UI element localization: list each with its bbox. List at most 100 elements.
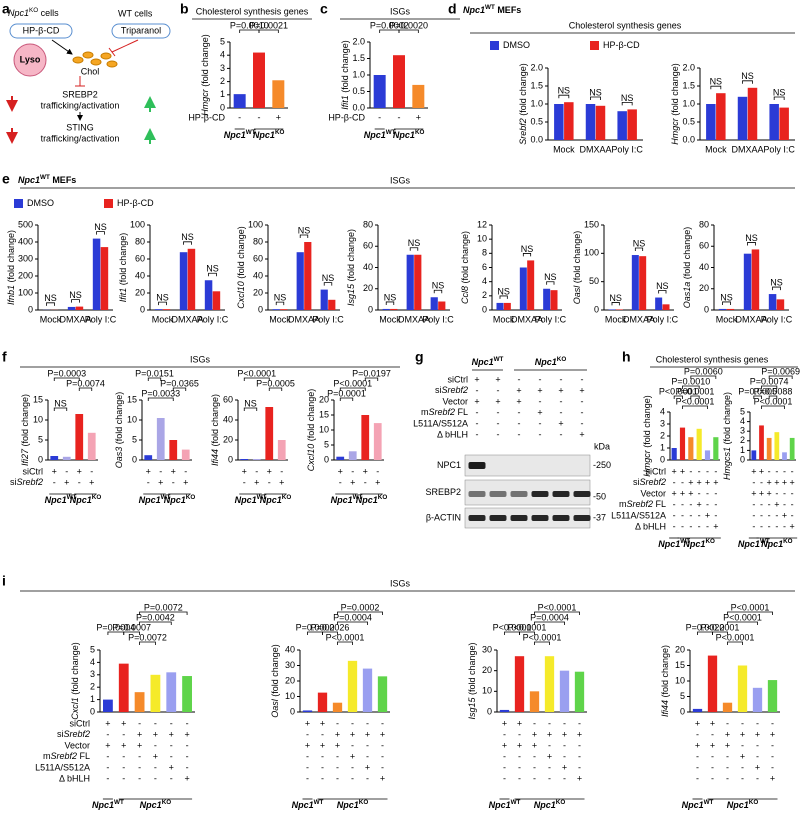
condition-mark: - (53, 477, 56, 487)
y-axis-label-part: (fold change) (346, 229, 356, 284)
bar (627, 109, 637, 140)
condition-mark: + (782, 477, 787, 487)
condition-mark: - (497, 385, 500, 395)
group-label-part: WT (257, 494, 267, 501)
condition-mark: - (186, 762, 189, 772)
condition-mark: - (775, 521, 778, 531)
condition-mark: + (695, 718, 700, 728)
group-label-part: Npc1 (534, 800, 556, 810)
y-tick-label: 60 (363, 241, 373, 251)
condition-mark: + (375, 477, 380, 487)
y-tick-label: 5 (90, 644, 95, 654)
comparison-bracket (722, 301, 731, 305)
condition-mark: - (726, 762, 729, 772)
category-label: DMXAA (288, 314, 320, 324)
bar (776, 299, 785, 310)
y-tick-label: 4 (220, 50, 225, 60)
y-axis-label-part: Ifi44 (210, 449, 220, 466)
condition-mark: + (320, 718, 325, 728)
category-label: DMXAA (623, 314, 655, 324)
y-tick-label: 2 (482, 290, 487, 300)
condition-mark: - (170, 740, 173, 750)
condition-mark: + (242, 466, 247, 476)
condition-mark: + (365, 729, 370, 739)
condition-name: mSrebf2 FL (619, 499, 666, 509)
condition-mark: + (740, 729, 745, 739)
y-tick-label: 1 (660, 442, 665, 452)
y-tick-label: 40 (253, 270, 263, 280)
annotation: NS (54, 398, 67, 408)
condition-name: siSrebf2 (10, 477, 43, 487)
condition-mark: - (170, 773, 173, 783)
condition-mark: + (751, 466, 756, 476)
panel-subtitle-part: MEFs (495, 5, 522, 15)
category-label: Mock (40, 314, 62, 324)
y-axis-label: Ifi27 (fold change) (20, 394, 30, 466)
bar (414, 254, 422, 310)
group-label-part: Npc1 (70, 495, 92, 505)
condition-mark: - (560, 407, 563, 417)
condition-name: siSrebf2 (633, 477, 666, 487)
group-label-part: WT (246, 129, 256, 136)
y-tick-label: 3 (90, 669, 95, 679)
condition-mark: - (756, 773, 759, 783)
condition-mark: - (706, 466, 709, 476)
comparison-bracket (621, 102, 633, 106)
condition-mark: + (770, 729, 775, 739)
condition-mark: + (105, 718, 110, 728)
bar (564, 102, 574, 140)
condition-mark: + (577, 729, 582, 739)
group-label: Npc1KO (260, 494, 292, 505)
legend-swatch (104, 199, 113, 208)
category-label: Mock (705, 144, 727, 154)
y-axis-label-part: Oas1a (682, 282, 692, 309)
bar (304, 242, 312, 310)
drug-box (111, 23, 171, 39)
condition-mark: - (578, 751, 581, 761)
comparison-bracket (710, 85, 722, 90)
condition-mark: - (106, 751, 109, 761)
condition-name-part: si (10, 477, 17, 487)
y-axis-label-part: Ifi44 (660, 700, 670, 717)
bar (377, 676, 388, 712)
comparison-bracket (158, 301, 167, 306)
y-tick-label: 1 (220, 89, 225, 99)
pathway-node: SREBP2 (62, 89, 98, 99)
y-axis-label-part: Oasl (270, 698, 280, 718)
y-axis-label: Hmgcs1 (fold change) (722, 392, 732, 480)
condition-mark: - (696, 762, 699, 772)
bar (766, 437, 772, 460)
group-label: Npc1WT (682, 799, 714, 810)
bar (662, 304, 670, 310)
y-axis-label: Oasl (fold change) (270, 644, 280, 718)
annotation: NS (770, 277, 783, 287)
annotation: NS (432, 281, 445, 291)
y-tick-label: 4 (740, 416, 745, 426)
bar (718, 308, 727, 310)
condition-mark: - (518, 407, 521, 417)
condition-mark: + (380, 729, 385, 739)
comparison-bracket (534, 611, 580, 615)
condition-mark: + (121, 740, 126, 750)
bar (747, 87, 758, 140)
panel-title: ISGs (390, 6, 411, 16)
condition-mark: + (759, 488, 764, 498)
condition-mark: - (681, 510, 684, 520)
bar (617, 111, 627, 140)
panel-subtitle-part: MEFs (50, 175, 77, 185)
bar (169, 440, 178, 460)
condition-mark: - (533, 751, 536, 761)
bar (302, 710, 313, 712)
comparison-bracket (337, 641, 353, 645)
condition-mark: - (548, 740, 551, 750)
annotation: P=0.0074 (750, 376, 789, 386)
condition-mark: - (696, 729, 699, 739)
bar (328, 299, 336, 310)
group-label: Npc1WT (472, 356, 504, 367)
condition-mark: - (714, 466, 717, 476)
condition-mark: + (790, 521, 795, 531)
condition-mark: - (563, 740, 566, 750)
y-tick-label: 80 (253, 236, 263, 246)
y-tick-label: 2 (220, 76, 225, 86)
bar (595, 105, 606, 140)
